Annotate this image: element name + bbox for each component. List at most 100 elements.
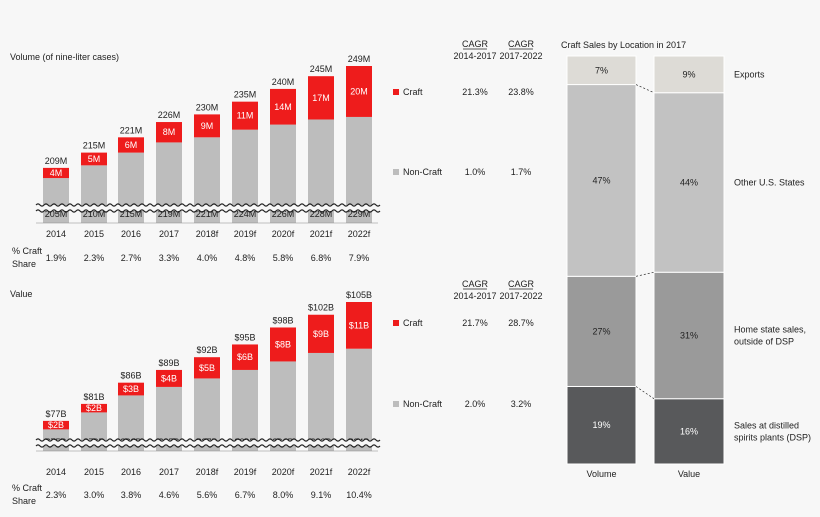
craft-share-label: % Craft — [12, 246, 43, 256]
craft-share-value: 7.9% — [349, 253, 370, 263]
data-label-noncraft: 221M — [196, 209, 219, 219]
segment-percent-label: 19% — [592, 420, 610, 430]
bar-noncraft — [81, 165, 107, 223]
data-label-noncraft: 226M — [272, 209, 295, 219]
legend-label: Non-Craft — [403, 399, 443, 409]
data-label-total: 209M — [45, 156, 68, 166]
cagr-value: 2.0% — [465, 399, 486, 409]
data-label-total: 249M — [348, 54, 371, 64]
data-label-total: $98B — [272, 315, 293, 325]
chart-title: Volume (of nine-liter cases) — [10, 52, 119, 62]
x-tick-label: 2020f — [272, 229, 295, 239]
data-label-craft: $2B — [86, 403, 102, 413]
data-label-total: 215M — [83, 141, 106, 151]
data-label-craft: $6B — [237, 352, 253, 362]
data-label-total: 245M — [310, 64, 333, 74]
axis-break-line — [35, 444, 381, 448]
data-label-total: 226M — [158, 110, 181, 120]
bar-craft — [232, 101, 258, 130]
x-tick-label: 2022f — [348, 467, 371, 477]
x-tick-label: Value — [678, 469, 700, 479]
craft-share-value: 4.0% — [197, 253, 218, 263]
cagr-header: CAGR — [462, 279, 489, 289]
cagr-header: CAGR — [508, 39, 535, 49]
legend-label: Craft — [403, 318, 423, 328]
cagr-value: 21.3% — [462, 87, 488, 97]
data-label-noncraft: 229M — [348, 209, 371, 219]
stacked-segment — [653, 92, 725, 273]
data-label-craft: $8B — [275, 339, 291, 349]
craft-share-value: 1.9% — [46, 253, 67, 263]
craft-share-value: 2.7% — [121, 253, 142, 263]
cagr-value: 3.2% — [511, 399, 532, 409]
x-tick-label: 2019f — [234, 229, 257, 239]
data-label-total: $81B — [83, 392, 104, 402]
data-label-craft: $11B — [349, 320, 369, 330]
cagr-period: 2014-2017 — [453, 291, 496, 301]
legend-swatch — [393, 89, 399, 95]
segment-percent-label: 44% — [680, 177, 698, 187]
data-label-craft: $2B — [48, 420, 64, 430]
bar-noncraft — [346, 348, 372, 451]
data-label-total: 240M — [272, 77, 295, 87]
data-label-craft: $3B — [123, 384, 139, 394]
bar-craft — [346, 302, 372, 349]
segment-connector — [635, 84, 655, 94]
craft-share-value: 6.8% — [311, 253, 332, 263]
stacked-segment — [653, 271, 725, 400]
cagr-period: 2017-2022 — [499, 51, 542, 61]
data-label-total: 235M — [234, 90, 257, 100]
craft-share-value: 2.3% — [84, 253, 105, 263]
legend-swatch — [393, 401, 399, 407]
x-tick-label: 2021f — [310, 229, 333, 239]
axis-break-band — [38, 440, 376, 446]
bar-craft — [43, 167, 69, 179]
segment-percent-label: 31% — [680, 330, 698, 340]
bar-craft — [156, 122, 182, 143]
legend-label: Non-Craft — [403, 167, 443, 177]
stacked-segment — [566, 385, 637, 465]
bar-craft — [232, 344, 258, 370]
craft-share-value: 3.8% — [121, 490, 142, 500]
x-tick-label: 2021f — [310, 467, 333, 477]
data-label-craft: 20M — [350, 86, 368, 96]
segment-percent-label: 9% — [682, 69, 695, 79]
chart-title: Value — [10, 289, 32, 299]
cagr-period: 2017-2022 — [499, 291, 542, 301]
cagr-value: 28.7% — [508, 318, 534, 328]
x-tick-label: 2017 — [159, 229, 179, 239]
x-tick-label: 2015 — [84, 229, 104, 239]
craft-share-value: 5.8% — [273, 253, 294, 263]
stacked-segment — [653, 55, 725, 94]
data-label-total: $95B — [234, 332, 255, 342]
segment-percent-label: 7% — [595, 65, 608, 75]
bar-noncraft — [232, 369, 258, 451]
cagr-header: CAGR — [508, 279, 535, 289]
segment-connector — [635, 386, 655, 400]
x-tick-label: 2014 — [46, 467, 66, 477]
bar-craft — [194, 114, 220, 138]
segment-legend-label: Other U.S. States — [734, 177, 805, 187]
data-label-noncraft: 215M — [120, 209, 143, 219]
segment-legend-label: spirits plants (DSP) — [734, 432, 811, 442]
data-label-craft: 5M — [88, 154, 101, 164]
segment-percent-label: 47% — [592, 175, 610, 185]
data-label-total: $77B — [45, 409, 66, 419]
bar-craft — [156, 369, 182, 387]
x-tick-label: 2015 — [84, 467, 104, 477]
bar-craft — [346, 66, 372, 117]
cagr-period: 2014-2017 — [453, 51, 496, 61]
data-label-total: $89B — [158, 358, 179, 368]
axis-break-band — [38, 205, 376, 211]
craft-share-value: 9.1% — [311, 490, 332, 500]
bar-craft — [43, 420, 69, 430]
data-label-craft: 8M — [163, 127, 176, 137]
segment-percent-label: 27% — [592, 326, 610, 336]
data-label-craft: 9M — [201, 121, 214, 131]
data-label-total: $105B — [346, 290, 372, 300]
x-tick-label: 2014 — [46, 229, 66, 239]
craft-share-value: 3.3% — [159, 253, 180, 263]
data-label-noncraft: 210M — [83, 209, 106, 219]
segment-connector — [635, 271, 655, 277]
bar-craft — [270, 88, 296, 125]
